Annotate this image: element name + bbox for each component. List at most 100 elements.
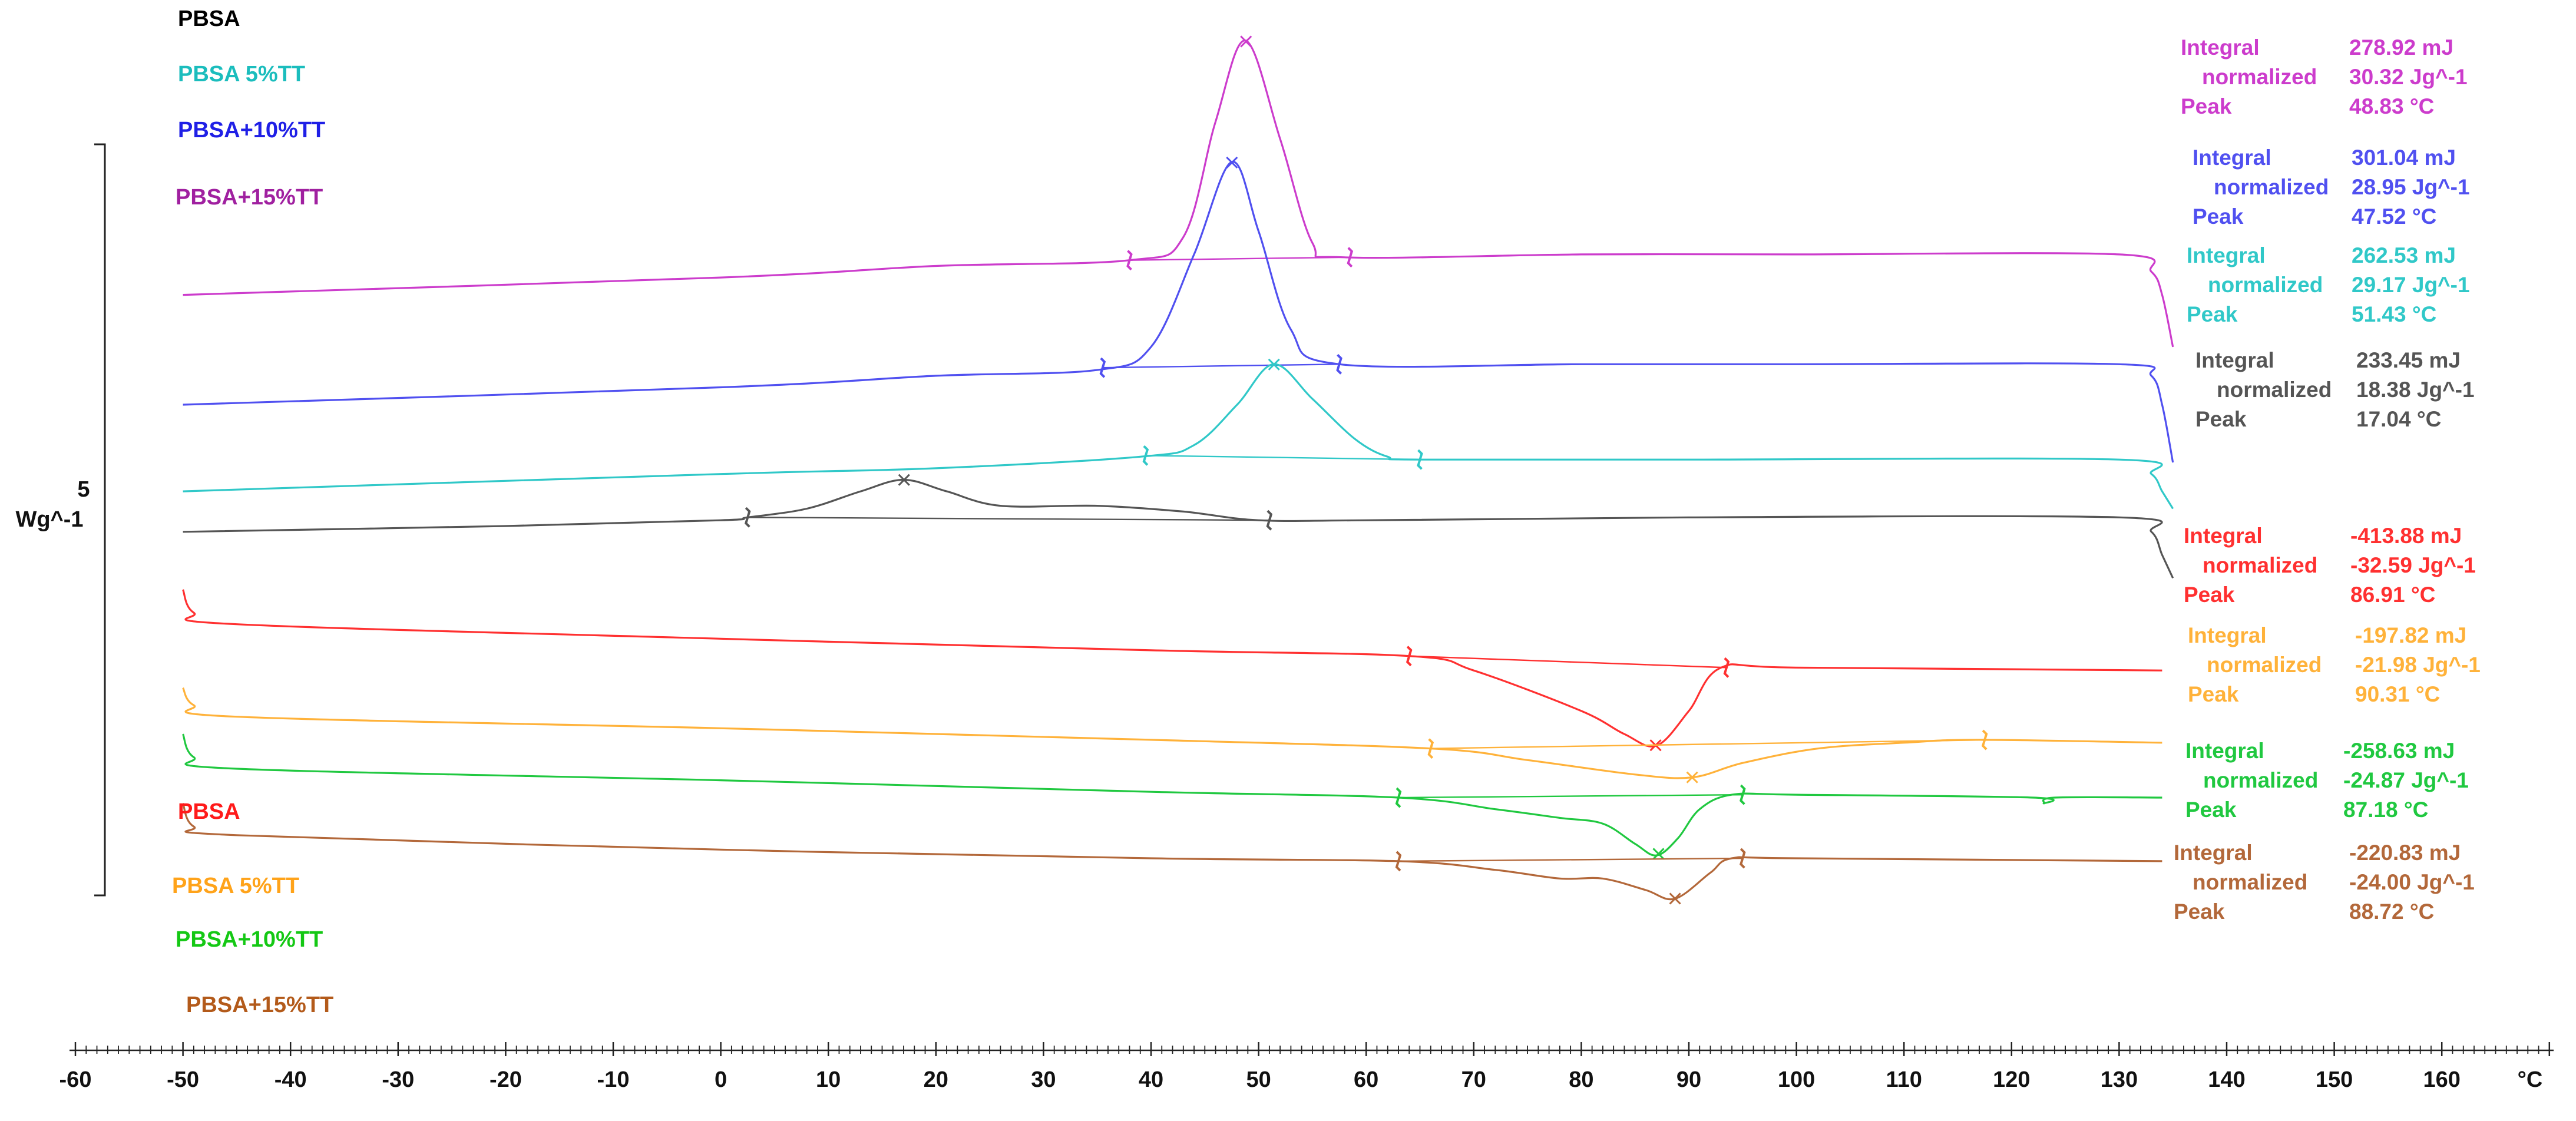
integral-value-normalized: -32.59 Jg^-1 — [2350, 553, 2476, 577]
integral-value-integral: 278.92 mJ — [2349, 35, 2453, 59]
integration-limit-marker — [1126, 250, 1133, 271]
curves-layer — [182, 35, 2174, 905]
integration-baseline — [1145, 455, 1420, 461]
scale-bar-value: 5 — [77, 477, 90, 502]
legend-top-item: PBSA+15%TT — [176, 185, 323, 210]
legend-bottom-item: PBSA 5%TT — [172, 874, 299, 898]
peak-marker — [1669, 892, 1681, 905]
series-line — [183, 363, 2174, 510]
integral-key-integral: Integral — [2174, 841, 2253, 865]
integral-key-peak: Peak — [2195, 407, 2247, 431]
integral-value-normalized: 18.38 Jg^-1 — [2356, 378, 2475, 402]
integral-value-peak: 88.72 °C — [2349, 900, 2434, 924]
integral-value-peak: 17.04 °C — [2356, 407, 2441, 431]
peak-marker — [1268, 358, 1280, 371]
series-heating-4 — [182, 589, 2162, 752]
integral-key-normalized: normalized — [2203, 768, 2318, 792]
x-tick-label: 10 — [816, 1067, 841, 1092]
integral-key-normalized: normalized — [2217, 378, 2332, 402]
integral-key-integral: Integral — [2195, 348, 2274, 372]
legend-bottom-item: PBSA+10%TT — [176, 927, 323, 952]
integral-key-peak: Peak — [2193, 204, 2244, 229]
x-tick-label: 50 — [1246, 1067, 1271, 1092]
integral-key-integral: Integral — [2185, 739, 2264, 763]
integration-baseline — [1129, 256, 1350, 261]
peak-marker — [898, 474, 910, 486]
integral-value-integral: -413.88 mJ — [2350, 524, 2462, 548]
integral-block: Integral 262.53 mJ normalized 29.17 Jg^-1 Pe… — [2187, 243, 2470, 326]
legend-bottom-item: PBSA+15%TT — [186, 993, 333, 1017]
integration-baseline — [1409, 655, 1727, 669]
integration-limit-marker — [1395, 851, 1402, 872]
integral-value-integral: -197.82 mJ — [2355, 623, 2466, 647]
integral-block: Integral 301.04 mJ normalized 28.95 Jg^-1 Pe… — [2193, 146, 2470, 229]
legend-top-item: PBSA+10%TT — [178, 118, 325, 143]
x-tick-label: 60 — [1354, 1067, 1378, 1092]
x-axis-unit: °C — [2518, 1067, 2543, 1092]
integral-key-peak: Peak — [2187, 302, 2238, 326]
integral-value-integral: 262.53 mJ — [2352, 243, 2456, 267]
x-tick-label: 160 — [2423, 1067, 2460, 1092]
x-tick-label: -60 — [59, 1067, 92, 1092]
integral-value-normalized: 29.17 Jg^-1 — [2352, 273, 2470, 297]
integral-key-normalized: normalized — [2207, 653, 2322, 677]
integral-value-normalized: -24.00 Jg^-1 — [2349, 870, 2475, 894]
integral-block: Integral -258.63 mJ normalized -24.87 Jg^-1… — [2185, 739, 2469, 822]
series-heating-5 — [182, 687, 2162, 783]
integration-limit-marker — [1723, 657, 1730, 678]
integral-key-integral: Integral — [2188, 623, 2267, 647]
integral-key-normalized: normalized — [2214, 175, 2329, 199]
peak-marker — [1240, 35, 1252, 48]
x-tick-label: 70 — [1461, 1067, 1486, 1092]
integration-limit-marker — [1740, 784, 1746, 805]
legend-top-item: PBSA — [178, 6, 240, 31]
integration-baseline — [1102, 363, 1340, 369]
series-line — [183, 161, 2174, 463]
integral-value-peak: 90.31 °C — [2355, 682, 2440, 706]
x-tick-label: -50 — [167, 1067, 199, 1092]
series-cooling-2 — [183, 358, 2174, 510]
integral-value-normalized: 30.32 Jg^-1 — [2349, 65, 2468, 89]
integral-value-integral: -258.63 mJ — [2343, 739, 2455, 763]
integral-value-normalized: 28.95 Jg^-1 — [2352, 175, 2470, 199]
integral-key-peak: Peak — [2185, 798, 2237, 822]
integration-limit-marker — [1427, 738, 1434, 759]
integral-value-integral: -220.83 mJ — [2349, 841, 2461, 865]
integral-block: Integral -220.83 mJ normalized -24.00 Jg^-1… — [2174, 841, 2475, 924]
integral-key-normalized: normalized — [2203, 553, 2317, 577]
scale-bar: 5 Wg^-1 — [15, 143, 106, 897]
integration-baseline — [1398, 857, 1743, 862]
integral-key-integral: Integral — [2181, 35, 2260, 59]
series-line — [182, 687, 2162, 779]
integration-limit-marker — [1347, 247, 1354, 268]
x-tick-label: 100 — [1778, 1067, 1815, 1092]
integral-block: Integral -413.88 mJ normalized -32.59 Jg^-1… — [2184, 524, 2476, 607]
x-tick-label: 0 — [715, 1067, 727, 1092]
x-tick-label: -30 — [382, 1067, 414, 1092]
integration-limit-marker — [1395, 787, 1402, 808]
x-axis: -60 -50 -40 -30 -20 -10 0 10 20 30 40 50 60 70 80 90 100… — [59, 1042, 2554, 1092]
integral-key-peak: Peak — [2184, 583, 2235, 607]
integral-value-integral: 233.45 mJ — [2356, 348, 2461, 372]
integral-block: Integral 278.92 mJ normalized 30.32 Jg^-1 Pe… — [2181, 35, 2468, 118]
integral-value-normalized: -24.87 Jg^-1 — [2343, 768, 2469, 792]
integration-baseline — [1398, 793, 1743, 799]
integral-key-normalized: normalized — [2193, 870, 2307, 894]
integration-limit-marker — [1266, 510, 1273, 531]
series-heating-6 — [182, 733, 2162, 860]
integral-block: Integral 233.45 mJ normalized 18.38 Jg^-1 Pe… — [2195, 348, 2475, 431]
x-tick-label: 140 — [2208, 1067, 2245, 1092]
x-tick-label: 120 — [1993, 1067, 2030, 1092]
integral-value-peak: 86.91 °C — [2350, 583, 2435, 607]
x-tick-label: 90 — [1676, 1067, 1701, 1092]
series-line — [183, 39, 2174, 348]
scale-bar-line — [94, 143, 106, 897]
integral-value-peak: 48.83 °C — [2349, 94, 2434, 118]
integral-key-normalized: normalized — [2202, 65, 2317, 89]
series-cooling-0 — [183, 35, 2174, 348]
x-tick-label: 40 — [1139, 1067, 1163, 1092]
x-tick-label: 30 — [1031, 1067, 1056, 1092]
x-tick-label: 150 — [2316, 1067, 2353, 1092]
peak-marker — [1686, 771, 1698, 783]
y-axis-unit: Wg^-1 — [15, 507, 83, 532]
